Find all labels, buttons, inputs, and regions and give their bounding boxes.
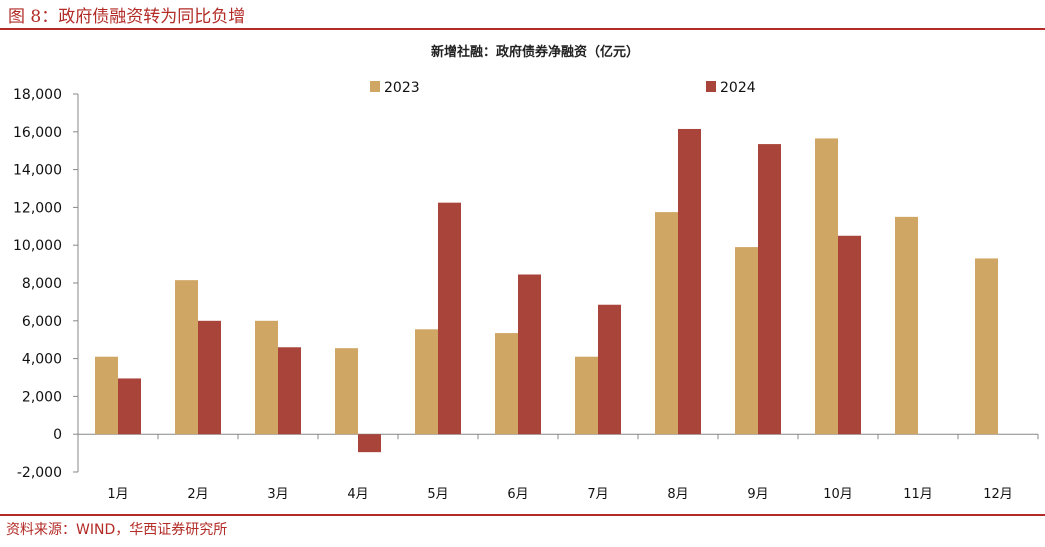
- x-tick-label: 5月: [427, 487, 448, 502]
- bar-2023-11: [895, 216, 918, 435]
- bar-2024-1: [118, 378, 141, 435]
- x-tick-label: 4月: [347, 487, 368, 502]
- source-note: 资料来源：WIND，华西证券研究所: [6, 522, 228, 538]
- chart-title: 新增社融：政府债券净融资（亿元）: [431, 44, 639, 60]
- bar-2023-8: [655, 212, 678, 435]
- bar-2023-9: [735, 247, 758, 435]
- bar-2023-7: [575, 356, 598, 435]
- x-tick-label: 9月: [747, 487, 768, 502]
- x-tick-label: 11月: [903, 487, 933, 502]
- axes: -2,000 0 2,000 4,000 6,000 8,000 10,000 12,000 1…: [13, 87, 1039, 502]
- bar-2024-10: [838, 235, 861, 435]
- legend-label-2024: 2024: [720, 80, 756, 96]
- bar-2024-7: [598, 304, 621, 435]
- legend-swatch-2024: [706, 81, 716, 92]
- x-tick-label: 6月: [507, 487, 528, 502]
- x-tick-label: 12月: [983, 487, 1013, 502]
- bar-2024-4: [358, 434, 381, 453]
- bar-2024-5: [438, 202, 461, 435]
- bar-2023-5: [415, 329, 438, 435]
- bar-2024-2: [198, 320, 221, 435]
- y-tick-label: 16,000: [13, 125, 62, 141]
- y-tick-label: 6,000: [22, 314, 62, 330]
- y-tick-label: 10,000: [13, 238, 62, 254]
- y-tick-label: 4,000: [22, 352, 62, 368]
- x-tick-label: 7月: [587, 487, 608, 502]
- x-tick-label: 3月: [267, 487, 288, 502]
- bar-2023-4: [335, 348, 358, 435]
- bar-2023-6: [495, 333, 518, 435]
- x-tick-label: 10月: [823, 487, 853, 502]
- figure-title: 图 8：政府债融资转为同比负增: [8, 7, 246, 27]
- y-tick-label: 8,000: [22, 276, 62, 292]
- x-tick-label: 1月: [107, 487, 128, 502]
- y-tick-label: 18,000: [13, 87, 62, 103]
- y-tick-label: 0: [53, 427, 62, 443]
- x-tick-label: 2月: [187, 487, 208, 502]
- y-tick-label: -2,000: [17, 465, 62, 481]
- legend-swatch-2023: [370, 81, 380, 92]
- bar-2024-6: [518, 274, 541, 435]
- legend-label-2023: 2023: [384, 80, 420, 96]
- bottom-rule: [0, 514, 1045, 516]
- y-tick-label: 2,000: [22, 389, 62, 405]
- bar-2023-2: [175, 280, 198, 435]
- bar-2023-12: [975, 258, 998, 435]
- bar-2023-10: [815, 138, 838, 435]
- top-rule: [0, 28, 1045, 30]
- y-tick-label: 12,000: [13, 200, 62, 216]
- bar-2023-1: [95, 356, 118, 435]
- bar-2024-8: [678, 128, 701, 435]
- bar-2024-9: [758, 144, 781, 435]
- y-tick-label: 14,000: [13, 163, 62, 179]
- legend: 2023 2024: [370, 80, 756, 96]
- bar-2024-3: [278, 347, 301, 435]
- bars: [95, 128, 998, 453]
- x-tick-label: 8月: [667, 487, 688, 502]
- bar-2023-3: [255, 320, 278, 435]
